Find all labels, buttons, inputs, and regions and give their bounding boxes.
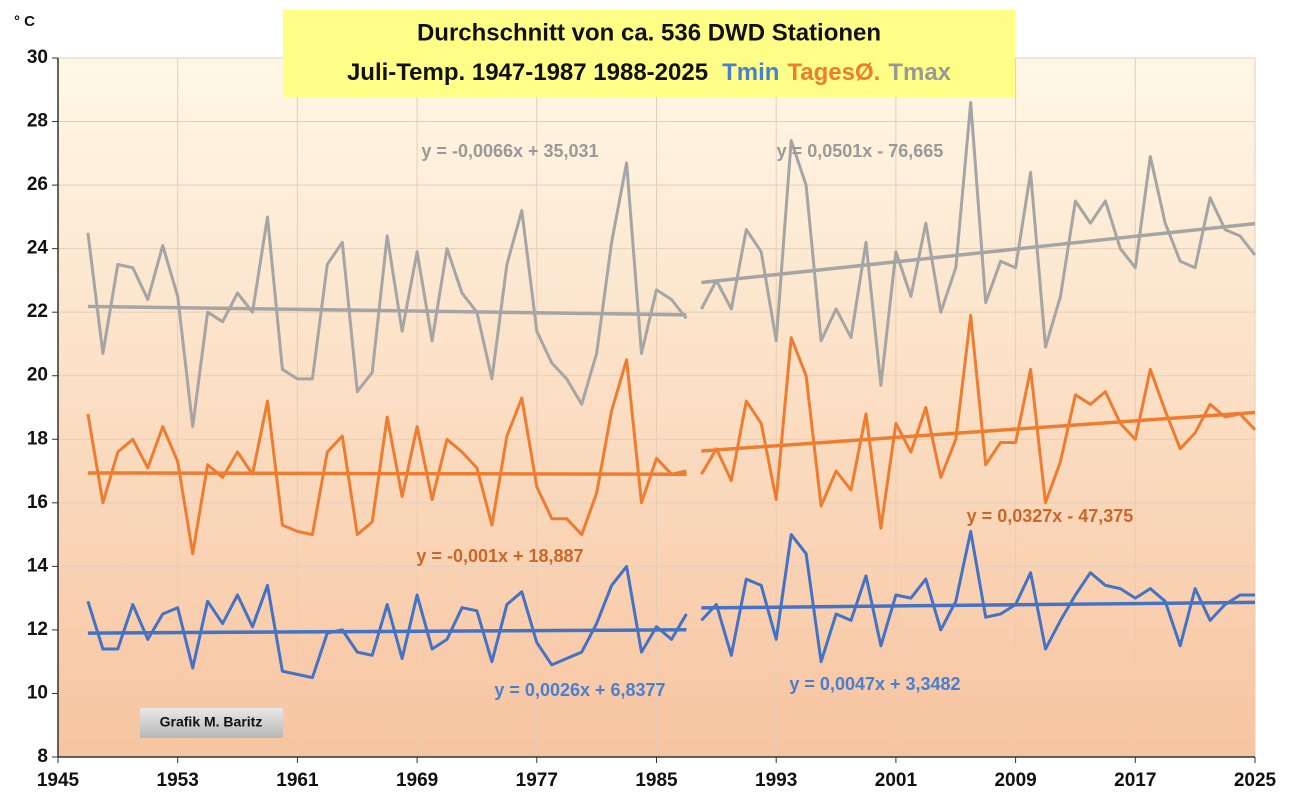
- trend-label: y = 0,0026x + 6,8377: [494, 680, 665, 700]
- series-line: [700, 101, 1257, 387]
- trend-label: y = 0,0501x - 76,665: [777, 141, 944, 161]
- x-tick-label: 1961: [276, 770, 319, 791]
- y-tick-label: 8: [37, 746, 48, 767]
- trend-line: [87, 304, 687, 317]
- x-tick-label: 1985: [635, 770, 678, 791]
- legend-entry: TagesØ.: [787, 59, 880, 86]
- y-tick-label: 18: [27, 428, 48, 449]
- x-tick-label: 2009: [994, 770, 1036, 791]
- credit-box: [140, 708, 283, 738]
- series-line: [700, 529, 1255, 664]
- legend-entry: Tmin: [722, 59, 779, 86]
- trend-line: [701, 221, 1256, 285]
- series-line: [86, 358, 687, 556]
- x-tick-label: 1945: [37, 770, 80, 791]
- y-tick-label: 24: [27, 238, 49, 259]
- legend-entry: Tmax: [888, 59, 951, 86]
- trend-label: y = -0,001x + 18,887: [416, 546, 583, 566]
- chart-subtitle: Juli-Temp. 1947-1987 1988-2025 Tmin TagesØ…: [347, 59, 952, 86]
- x-tick-label: 1977: [516, 770, 558, 791]
- trend-line: [87, 628, 687, 635]
- series-line: [700, 313, 1257, 530]
- plot: 8 10 12 14 16 18 20 22 24 26 28 30 1945 1953 1961 1969 1…: [27, 47, 1277, 791]
- trend-line: [701, 600, 1256, 610]
- x-tick-label: 1969: [396, 770, 438, 791]
- y-tick-label: 14: [27, 555, 49, 576]
- title-box: [283, 10, 1015, 97]
- trend-label: y = -0,0066x + 35,031: [421, 141, 598, 161]
- series-line: [86, 161, 688, 429]
- x-tick-label: 1953: [157, 770, 199, 791]
- y-tick-label: 20: [27, 365, 48, 386]
- y-tick-label: 10: [27, 682, 48, 703]
- y-tick-label: 26: [27, 174, 48, 195]
- chart-title: Durchschnitt von ca. 536 DWD Stationen: [417, 19, 881, 46]
- y-tick-label: 22: [27, 301, 48, 322]
- trend-label: y = 0,0047x + 3,3482: [789, 674, 960, 694]
- trend-line: [87, 471, 687, 476]
- x-tick-label: 2001: [875, 770, 918, 791]
- y-tick-label: 12: [27, 619, 48, 640]
- subtitle-text: Juli-Temp. 1947-1987 1988-2025: [347, 59, 708, 86]
- x-tick-label: 2017: [1114, 770, 1156, 791]
- trend-label: y = 0,0327x - 47,375: [967, 506, 1134, 526]
- x-tick-label: 1993: [755, 770, 797, 791]
- x-tick-label: 2025: [1234, 770, 1277, 791]
- credit: Grafik M. Baritz: [160, 714, 263, 730]
- y-tick-label: 30: [27, 47, 48, 68]
- series-line: [86, 564, 688, 680]
- y-tick-label: 28: [27, 111, 48, 132]
- y-tick-label: 16: [27, 492, 48, 513]
- y-unit: ° C: [14, 13, 35, 30]
- trend-line: [701, 410, 1256, 453]
